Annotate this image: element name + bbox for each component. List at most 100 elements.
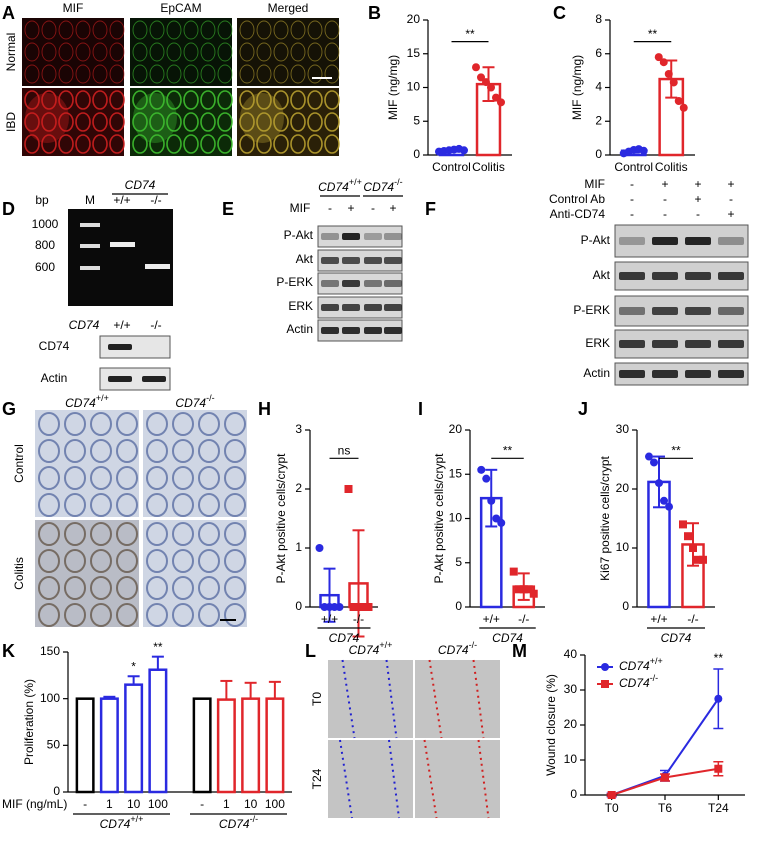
x-axis-label: CD74 [492,631,523,645]
micrograph [143,520,247,627]
crypt-outline [149,42,165,62]
crypt [224,466,246,490]
crypt-outline [183,20,199,40]
row-label: Colitis [12,557,26,590]
y-axis-label: Ki67 positive cells/crypt [598,455,612,580]
crypt-outline [58,134,74,154]
column-header: EpCAM [160,1,201,15]
x-tick-label: 100 [265,797,285,811]
x-tick-label: +/+ [483,612,500,626]
crypt-outline [217,134,233,154]
data-point [679,103,688,112]
crypt-outline [92,20,108,40]
blot-label: Akt [593,268,611,282]
legend-marker [601,663,609,671]
crypt-outline [92,90,108,110]
crypt-outline [92,134,108,154]
blot [99,335,171,359]
crypt-outline [149,112,165,132]
crypt [198,493,220,517]
crypt-outline [149,134,165,154]
genotype: -/- [650,673,659,683]
gene-name: CD74 [318,180,349,194]
x-tick-label: Control [614,160,653,174]
y-axis-label: P-Akt positive cells/crypt [432,453,446,584]
y-tick-label: 10 [616,540,630,554]
crypt [116,493,138,517]
crypt-outline [290,20,306,40]
crypt-outline [75,134,91,154]
crypt-outline [109,64,125,84]
x-tick-label: -/- [518,612,529,626]
crypt-outline [324,64,340,84]
bar [241,697,261,794]
crypt [90,439,112,463]
crypt-outline [24,64,40,84]
crypt-outline [24,42,40,62]
sign: - [630,192,634,206]
row-label: IBD [4,112,18,132]
blot-label: ERK [585,336,610,350]
crypt-outline [75,64,91,84]
x-tick-label: -/- [353,612,364,626]
x-tick-label: T24 [708,801,729,815]
data-point [344,485,353,493]
y-tick-label: 30 [564,682,578,696]
crypt-outline [132,134,148,154]
crypt-outline [217,42,233,62]
crypt [224,603,246,627]
crypt-outline [273,112,289,132]
y-tick-label: 5 [413,113,420,127]
gene-name: CD74 [438,643,469,657]
crypt-outline [239,42,255,62]
bar [148,668,168,794]
x-tick-label: Colitis [655,160,688,174]
x-tick-label: T6 [658,801,672,815]
crypt [64,603,86,627]
x-tick-label: 10 [127,797,141,811]
panel-letter: C [553,3,566,23]
y-tick-label: 4 [595,80,602,94]
crypt-outline [256,64,272,84]
blot-label: Actin [41,371,68,385]
crypt-outline [307,134,323,154]
micrograph [143,410,247,517]
y-tick-label: 20 [616,481,630,495]
crypt [224,412,246,436]
blot-band [619,307,645,315]
x-tick-label: 10 [244,797,258,811]
crypt [90,412,112,436]
data-point [679,520,687,529]
treatment-label: MIF [290,201,311,215]
y-tick-label: 10 [407,80,421,94]
wound-edge [385,659,398,739]
y-tick-label: 5 [455,555,462,569]
crypt-outline [217,90,233,110]
y-tick-label: 40 [564,647,578,661]
sign: + [389,201,396,215]
crypt-outline [183,64,199,84]
crypt-outline [149,20,165,40]
crypt-outline [58,64,74,84]
legend-marker [601,680,609,688]
blot-band [718,370,744,378]
blot-band [652,307,678,315]
blot-band [364,304,382,311]
crypt [146,493,168,517]
blot-band [685,340,711,348]
blot-band [652,340,678,348]
gene-name: CD74 [349,643,380,657]
condition-label: Anti-CD74 [550,207,606,221]
blot-band [685,237,711,245]
ladder-band [80,223,100,227]
ladder-label: 800 [35,238,55,252]
x-tick-label: Colitis [472,160,505,174]
crypt-outline [200,134,216,154]
crypt [116,412,138,436]
crypt-outline [58,42,74,62]
lane-label: -/- [150,193,161,207]
panel-letter: E [222,199,234,219]
blot-band [718,307,744,315]
genotype-label: CD74+/+ [619,656,663,673]
blot-band [108,376,132,382]
